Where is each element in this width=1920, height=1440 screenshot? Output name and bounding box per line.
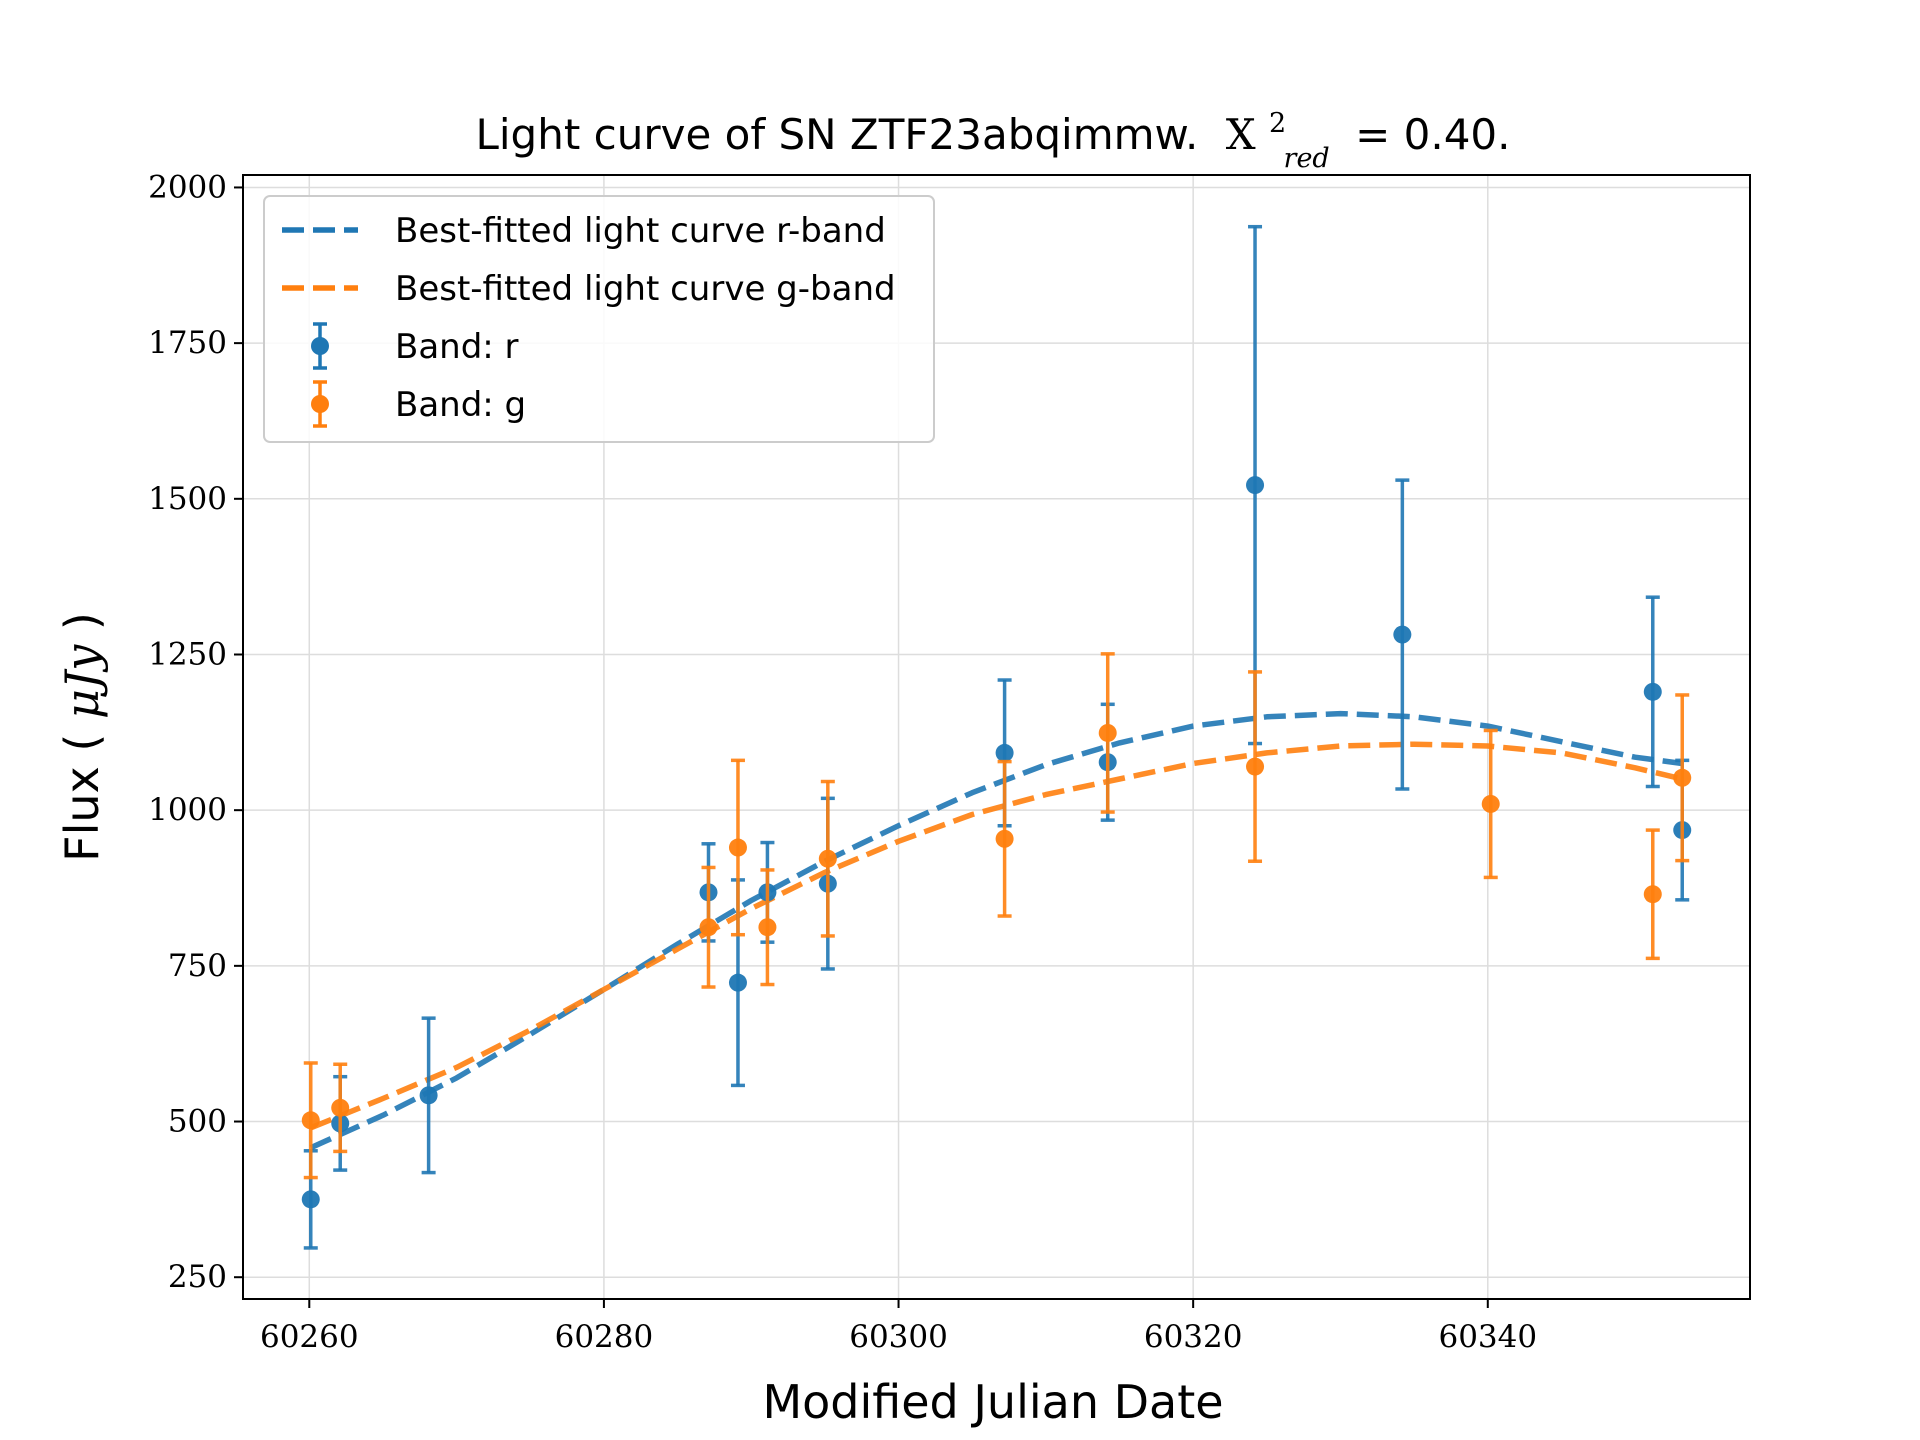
point-marker xyxy=(728,838,747,857)
y-tick-label: 500 xyxy=(168,1104,227,1140)
legend-label: Band: r xyxy=(395,327,519,367)
point-marker xyxy=(301,1190,320,1209)
x-tick-label: 60260 xyxy=(260,1319,359,1355)
point-marker xyxy=(1246,476,1265,495)
x-tick-label: 60340 xyxy=(1438,1319,1537,1355)
y-tick-label: 750 xyxy=(168,948,227,984)
y-tick-label: 1750 xyxy=(148,325,227,361)
point-marker xyxy=(818,849,837,868)
x-axis-label: Modified Julian Date xyxy=(762,1375,1223,1429)
y-axis-ticks: 250 500 750 1000 1250 1500 1750 2000 xyxy=(148,169,243,1295)
data-point-r-band xyxy=(419,1016,438,1175)
plot-frame xyxy=(242,174,1751,1300)
point-marker xyxy=(301,1111,320,1130)
point-marker xyxy=(728,973,747,992)
y-tick-label: 250 xyxy=(168,1259,227,1295)
y-axis-label-prefix: Flux ( xyxy=(55,734,109,862)
data-point-g-band xyxy=(331,1062,350,1154)
legend-marker-swatch xyxy=(311,337,329,355)
point-marker xyxy=(1393,625,1412,644)
data-point-g-band xyxy=(818,779,837,938)
data-point-g-band xyxy=(1481,728,1500,880)
legend-entry-3: Band: r xyxy=(311,322,519,370)
legend-entry-4: Band: g xyxy=(311,380,526,428)
point-marker xyxy=(1673,768,1692,787)
fit-curve-r-band xyxy=(309,710,1683,1151)
x-tick-label: 60280 xyxy=(555,1319,654,1355)
legend-label: Band: g xyxy=(395,385,526,425)
data-point-g-band xyxy=(301,1061,320,1180)
y-tick-label: 1000 xyxy=(148,792,227,828)
y-axis-label-unit: μJy xyxy=(55,644,109,719)
data-point-g-band xyxy=(758,868,777,987)
chart-title-superscript: 2 xyxy=(1269,108,1286,139)
data-point-g-band xyxy=(995,759,1014,918)
point-marker xyxy=(1246,757,1265,776)
point-marker xyxy=(1098,723,1117,742)
point-marker xyxy=(419,1086,438,1105)
chart-title-prefix: Light curve of SN ZTF23abqimmw. xyxy=(475,110,1198,159)
legend-box xyxy=(263,195,935,443)
point-marker xyxy=(758,918,777,937)
chart-title-symbol: X xyxy=(1226,110,1256,159)
data-point-g-band xyxy=(699,865,718,989)
y-tick-label: 2000 xyxy=(148,169,227,205)
y-axis-label: Flux ( μJy ) xyxy=(55,612,109,862)
point-marker xyxy=(1643,885,1662,904)
point-marker xyxy=(1643,682,1662,701)
data-point-g-band xyxy=(728,758,747,937)
y-tick-label: 1500 xyxy=(148,481,227,517)
y-axis-label-suffix: ) xyxy=(55,612,109,630)
chart-title-subscript: red xyxy=(1284,143,1330,174)
legend-label: Best-fitted light curve g-band xyxy=(395,269,896,309)
point-marker xyxy=(995,829,1014,848)
data-point-r-band xyxy=(1393,478,1412,791)
fit-curve-g-band xyxy=(309,741,1683,1131)
point-marker xyxy=(331,1098,350,1117)
fit-curves xyxy=(309,710,1683,1151)
point-marker xyxy=(699,918,718,937)
point-marker xyxy=(1481,794,1500,813)
data-point-g-band xyxy=(1673,693,1692,863)
data-point-g-band xyxy=(1246,670,1265,863)
data-point-r-band xyxy=(1643,595,1662,789)
data-point-r-band xyxy=(1246,224,1265,746)
x-axis-ticks: 60260 60280 60300 60320 60340 xyxy=(260,1299,1537,1355)
x-tick-label: 60320 xyxy=(1144,1319,1243,1355)
legend: Best-fitted light curve r-band Best-fitte… xyxy=(263,195,935,443)
y-tick-label: 1250 xyxy=(148,636,227,672)
data-points xyxy=(301,224,1692,1250)
legend-label: Best-fitted light curve r-band xyxy=(395,211,886,251)
chart-title-equals: = 0.40. xyxy=(1355,110,1510,159)
chart-title: Light curve of SN ZTF23abqimmw. X 2 red … xyxy=(475,93,1510,177)
data-point-g-band xyxy=(1098,652,1117,814)
x-tick-label: 60300 xyxy=(849,1319,948,1355)
legend-entry-2: Best-fitted light curve g-band xyxy=(282,269,896,309)
point-marker xyxy=(995,743,1014,762)
data-point-g-band xyxy=(1643,828,1662,961)
legend-entry-1: Best-fitted light curve r-band xyxy=(282,211,886,251)
legend-marker-swatch xyxy=(311,395,329,413)
